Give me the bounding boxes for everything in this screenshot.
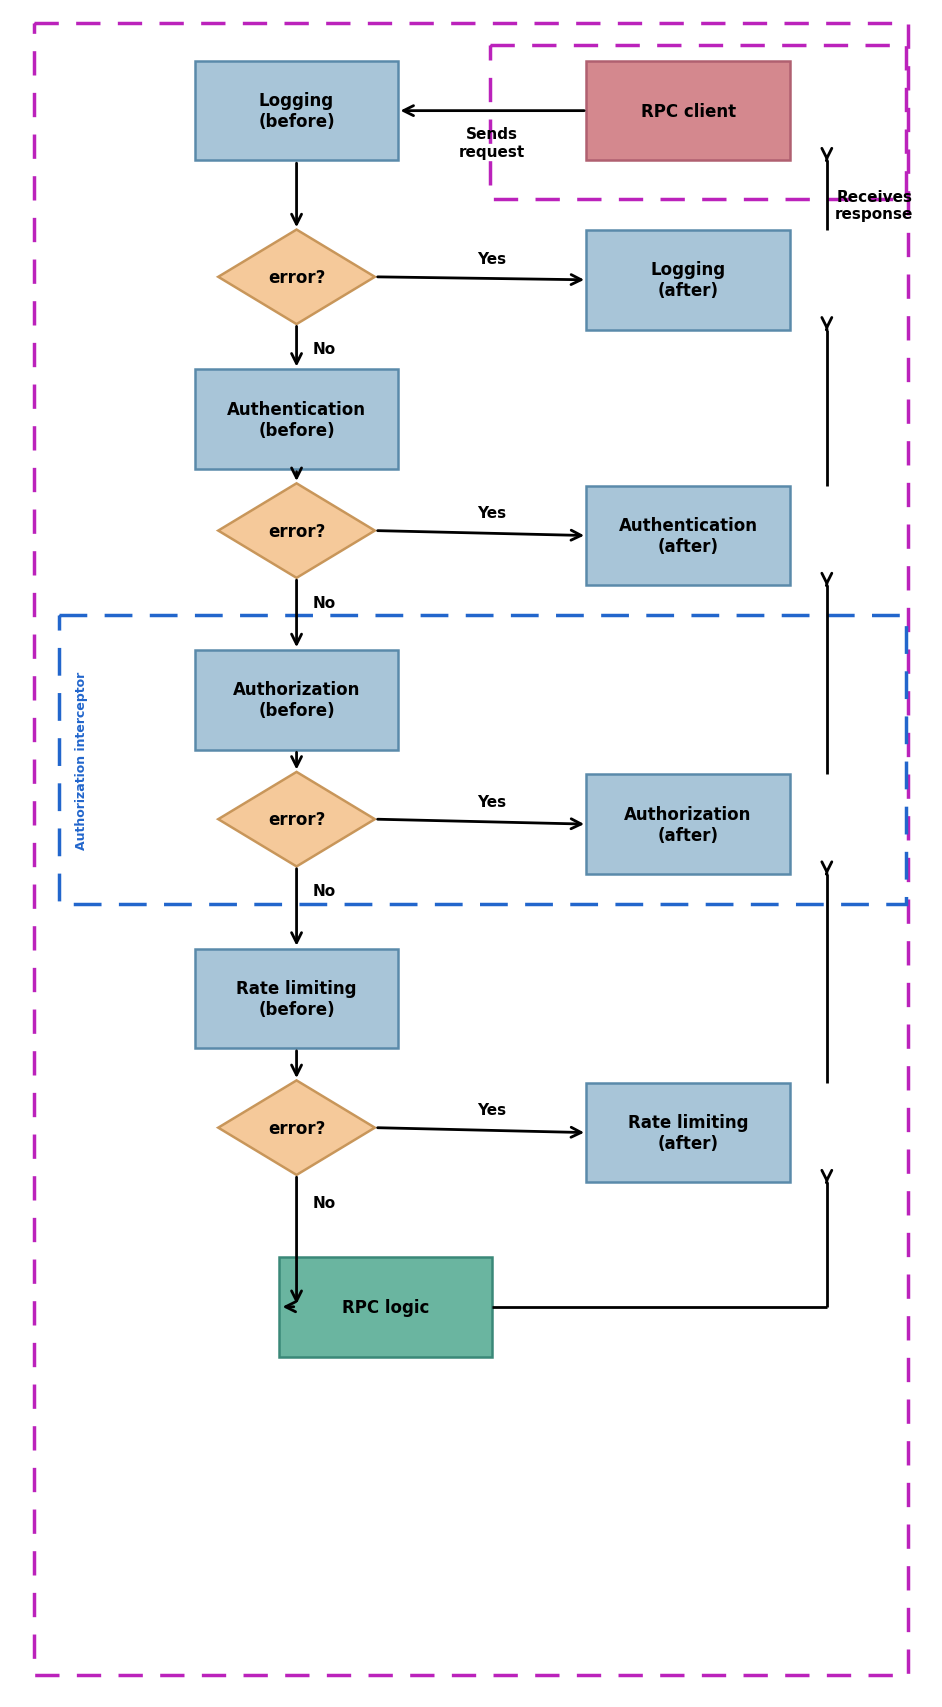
FancyBboxPatch shape: [195, 650, 398, 749]
FancyBboxPatch shape: [195, 370, 398, 469]
Text: Logging
(after): Logging (after): [651, 261, 725, 300]
Polygon shape: [219, 485, 375, 579]
FancyBboxPatch shape: [587, 1084, 789, 1183]
FancyBboxPatch shape: [195, 61, 398, 160]
Text: Yes: Yes: [478, 253, 507, 268]
FancyBboxPatch shape: [195, 949, 398, 1048]
FancyBboxPatch shape: [279, 1258, 493, 1357]
Text: Yes: Yes: [478, 1103, 507, 1118]
Text: Logging
(before): Logging (before): [258, 92, 334, 131]
FancyBboxPatch shape: [587, 775, 789, 874]
Text: Authorization
(before): Authorization (before): [233, 681, 360, 720]
Bar: [490, 46, 906, 200]
FancyBboxPatch shape: [587, 61, 789, 160]
Text: No: No: [313, 596, 336, 611]
Text: error?: error?: [268, 1120, 325, 1137]
Text: No: No: [313, 884, 336, 900]
Text: Authorization
(after): Authorization (after): [625, 806, 752, 843]
Text: No: No: [313, 1195, 336, 1210]
Polygon shape: [219, 773, 375, 867]
Bar: [58, 616, 906, 905]
Text: Authentication
(after): Authentication (after): [619, 517, 757, 556]
Text: error?: error?: [268, 811, 325, 828]
Text: Yes: Yes: [478, 505, 507, 521]
FancyBboxPatch shape: [587, 230, 789, 331]
Text: Rate limiting
(after): Rate limiting (after): [627, 1113, 748, 1152]
Text: error?: error?: [268, 268, 325, 287]
Text: Rate limiting
(before): Rate limiting (before): [236, 980, 357, 1017]
Text: Authorization interceptor: Authorization interceptor: [75, 671, 88, 848]
Text: Sends
request: Sends request: [459, 128, 525, 159]
Text: Authentication
(before): Authentication (before): [227, 401, 366, 439]
Polygon shape: [219, 1081, 375, 1174]
Text: No: No: [313, 341, 336, 357]
Text: RPC client: RPC client: [641, 102, 736, 121]
Polygon shape: [219, 230, 375, 324]
Text: error?: error?: [268, 522, 325, 539]
Text: Receives
response: Receives response: [836, 189, 914, 222]
Text: Yes: Yes: [478, 794, 507, 809]
Text: RPC logic: RPC logic: [342, 1297, 430, 1316]
FancyBboxPatch shape: [587, 486, 789, 586]
